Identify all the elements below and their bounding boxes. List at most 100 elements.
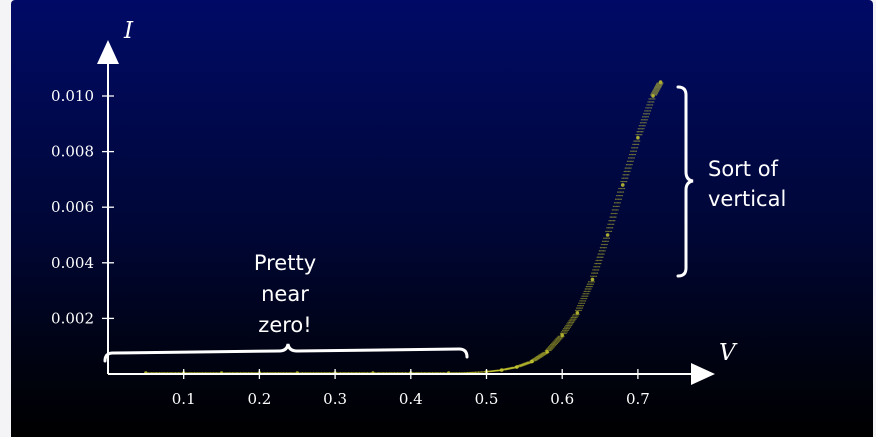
vertical-line: vertical (708, 187, 786, 211)
curve-stipple (601, 247, 603, 249)
curve-stipple (646, 104, 648, 106)
curve-stipple (578, 304, 580, 307)
curve-stipple (644, 113, 646, 115)
curve-stipple (488, 370, 490, 372)
curve-stipple (600, 253, 602, 255)
curve-stipple (575, 318, 577, 320)
x-axis-arrow (691, 363, 715, 385)
curve-stipple (560, 331, 563, 333)
curve-stipple (606, 243, 608, 246)
x-tick-label: 0.4 (399, 390, 423, 408)
curve-stipple (587, 288, 589, 290)
y-axis-label: I (123, 18, 134, 44)
curve-stipple (591, 283, 593, 285)
curve-stipple (569, 318, 571, 320)
curve-stipple (609, 220, 612, 222)
curve-stipple (546, 349, 548, 352)
curve-stipple (557, 340, 559, 342)
curve-stipple (647, 101, 649, 103)
curve-stipple (636, 140, 638, 142)
vertical-brace (676, 85, 694, 278)
x-tick-label: 0.2 (247, 390, 271, 408)
curve-stipple (504, 368, 507, 370)
curve-stipple (476, 371, 478, 373)
curve-stipple (582, 295, 585, 297)
curve-stipple (617, 194, 619, 197)
curve-stipple (580, 297, 582, 300)
curve-stipple (550, 345, 552, 347)
curve-stipple (609, 216, 611, 218)
curve-stipple (656, 82, 658, 84)
curve-stipple (564, 326, 566, 328)
curve-stipple (573, 315, 575, 317)
curve-stipple (632, 157, 634, 159)
curve-stipple (597, 269, 600, 271)
curve-stipple (607, 227, 610, 229)
curve-stipple (615, 202, 617, 204)
curve-stipple (629, 164, 632, 166)
curve-stipple (598, 250, 601, 252)
curve-stipple (553, 341, 556, 343)
curve-stipple (531, 358, 534, 361)
curve-stipple (637, 131, 640, 133)
curve-stipple (555, 339, 558, 341)
curve-stipple (497, 369, 499, 371)
curve-stipple (553, 340, 555, 342)
iv-curve-chart: VI 0.1 0.2 0.3 0.4 0.5 0.6 0.70.0020.0040.0060… (51, 18, 786, 408)
curve-stipple (620, 194, 622, 197)
curve-stipple (630, 153, 632, 156)
curve-stipple (572, 318, 574, 320)
y-axis-arrow (97, 40, 119, 64)
curve-stipple (641, 122, 643, 124)
curve-stipple (615, 216, 617, 218)
curve-stipple (620, 187, 623, 190)
curve-stipple (618, 187, 620, 190)
curve-stipple (621, 180, 624, 183)
curve-stipple (597, 256, 600, 258)
curve-stipple (589, 290, 591, 293)
curve-stipple (570, 323, 572, 325)
curve-stipple (631, 153, 634, 156)
curve-stipple (601, 253, 604, 255)
curve-stipple (609, 227, 611, 229)
data-point (636, 135, 640, 140)
curve-stipple (580, 309, 582, 312)
curve-stipple (618, 202, 620, 204)
curve-stipple (638, 140, 641, 142)
curve-stipple (639, 131, 641, 133)
curve-stipple (589, 285, 592, 288)
curve-stipple (562, 336, 564, 339)
curve-stipple (645, 107, 647, 109)
curve-stipple (537, 355, 539, 357)
curve-stipple (570, 318, 573, 320)
curve-stipple (559, 337, 562, 340)
curve-stipple (585, 285, 588, 288)
curve-stipple (636, 147, 639, 149)
curve-stipple (563, 332, 566, 335)
curve-stipple (603, 240, 605, 243)
curve-stipple (552, 347, 554, 349)
curve-stipple (611, 227, 614, 229)
curve-stipple (581, 297, 584, 300)
curve-stipple (548, 347, 550, 349)
curve-stipple (611, 209, 614, 211)
curve-stipple (548, 351, 550, 354)
curve-stipple (570, 321, 572, 324)
curve-stipple (566, 326, 569, 328)
curve-stipple (549, 346, 551, 348)
near-zero-line: near (261, 282, 309, 306)
curve-stipple (495, 369, 498, 372)
curve-stipple (551, 345, 554, 347)
curve-stipple (597, 266, 599, 268)
curve-stipple (582, 302, 584, 305)
curve-stipple (597, 253, 600, 255)
curve-stipple (580, 300, 583, 302)
curve-stipple (650, 107, 653, 109)
curve-stipple (627, 164, 629, 166)
curve-stipple (606, 230, 609, 233)
curve-stipple (550, 349, 552, 352)
curve-stipple (533, 357, 536, 359)
curve-stipple (640, 119, 643, 121)
curve-stipple (515, 365, 517, 367)
curve-stipple (490, 370, 492, 372)
